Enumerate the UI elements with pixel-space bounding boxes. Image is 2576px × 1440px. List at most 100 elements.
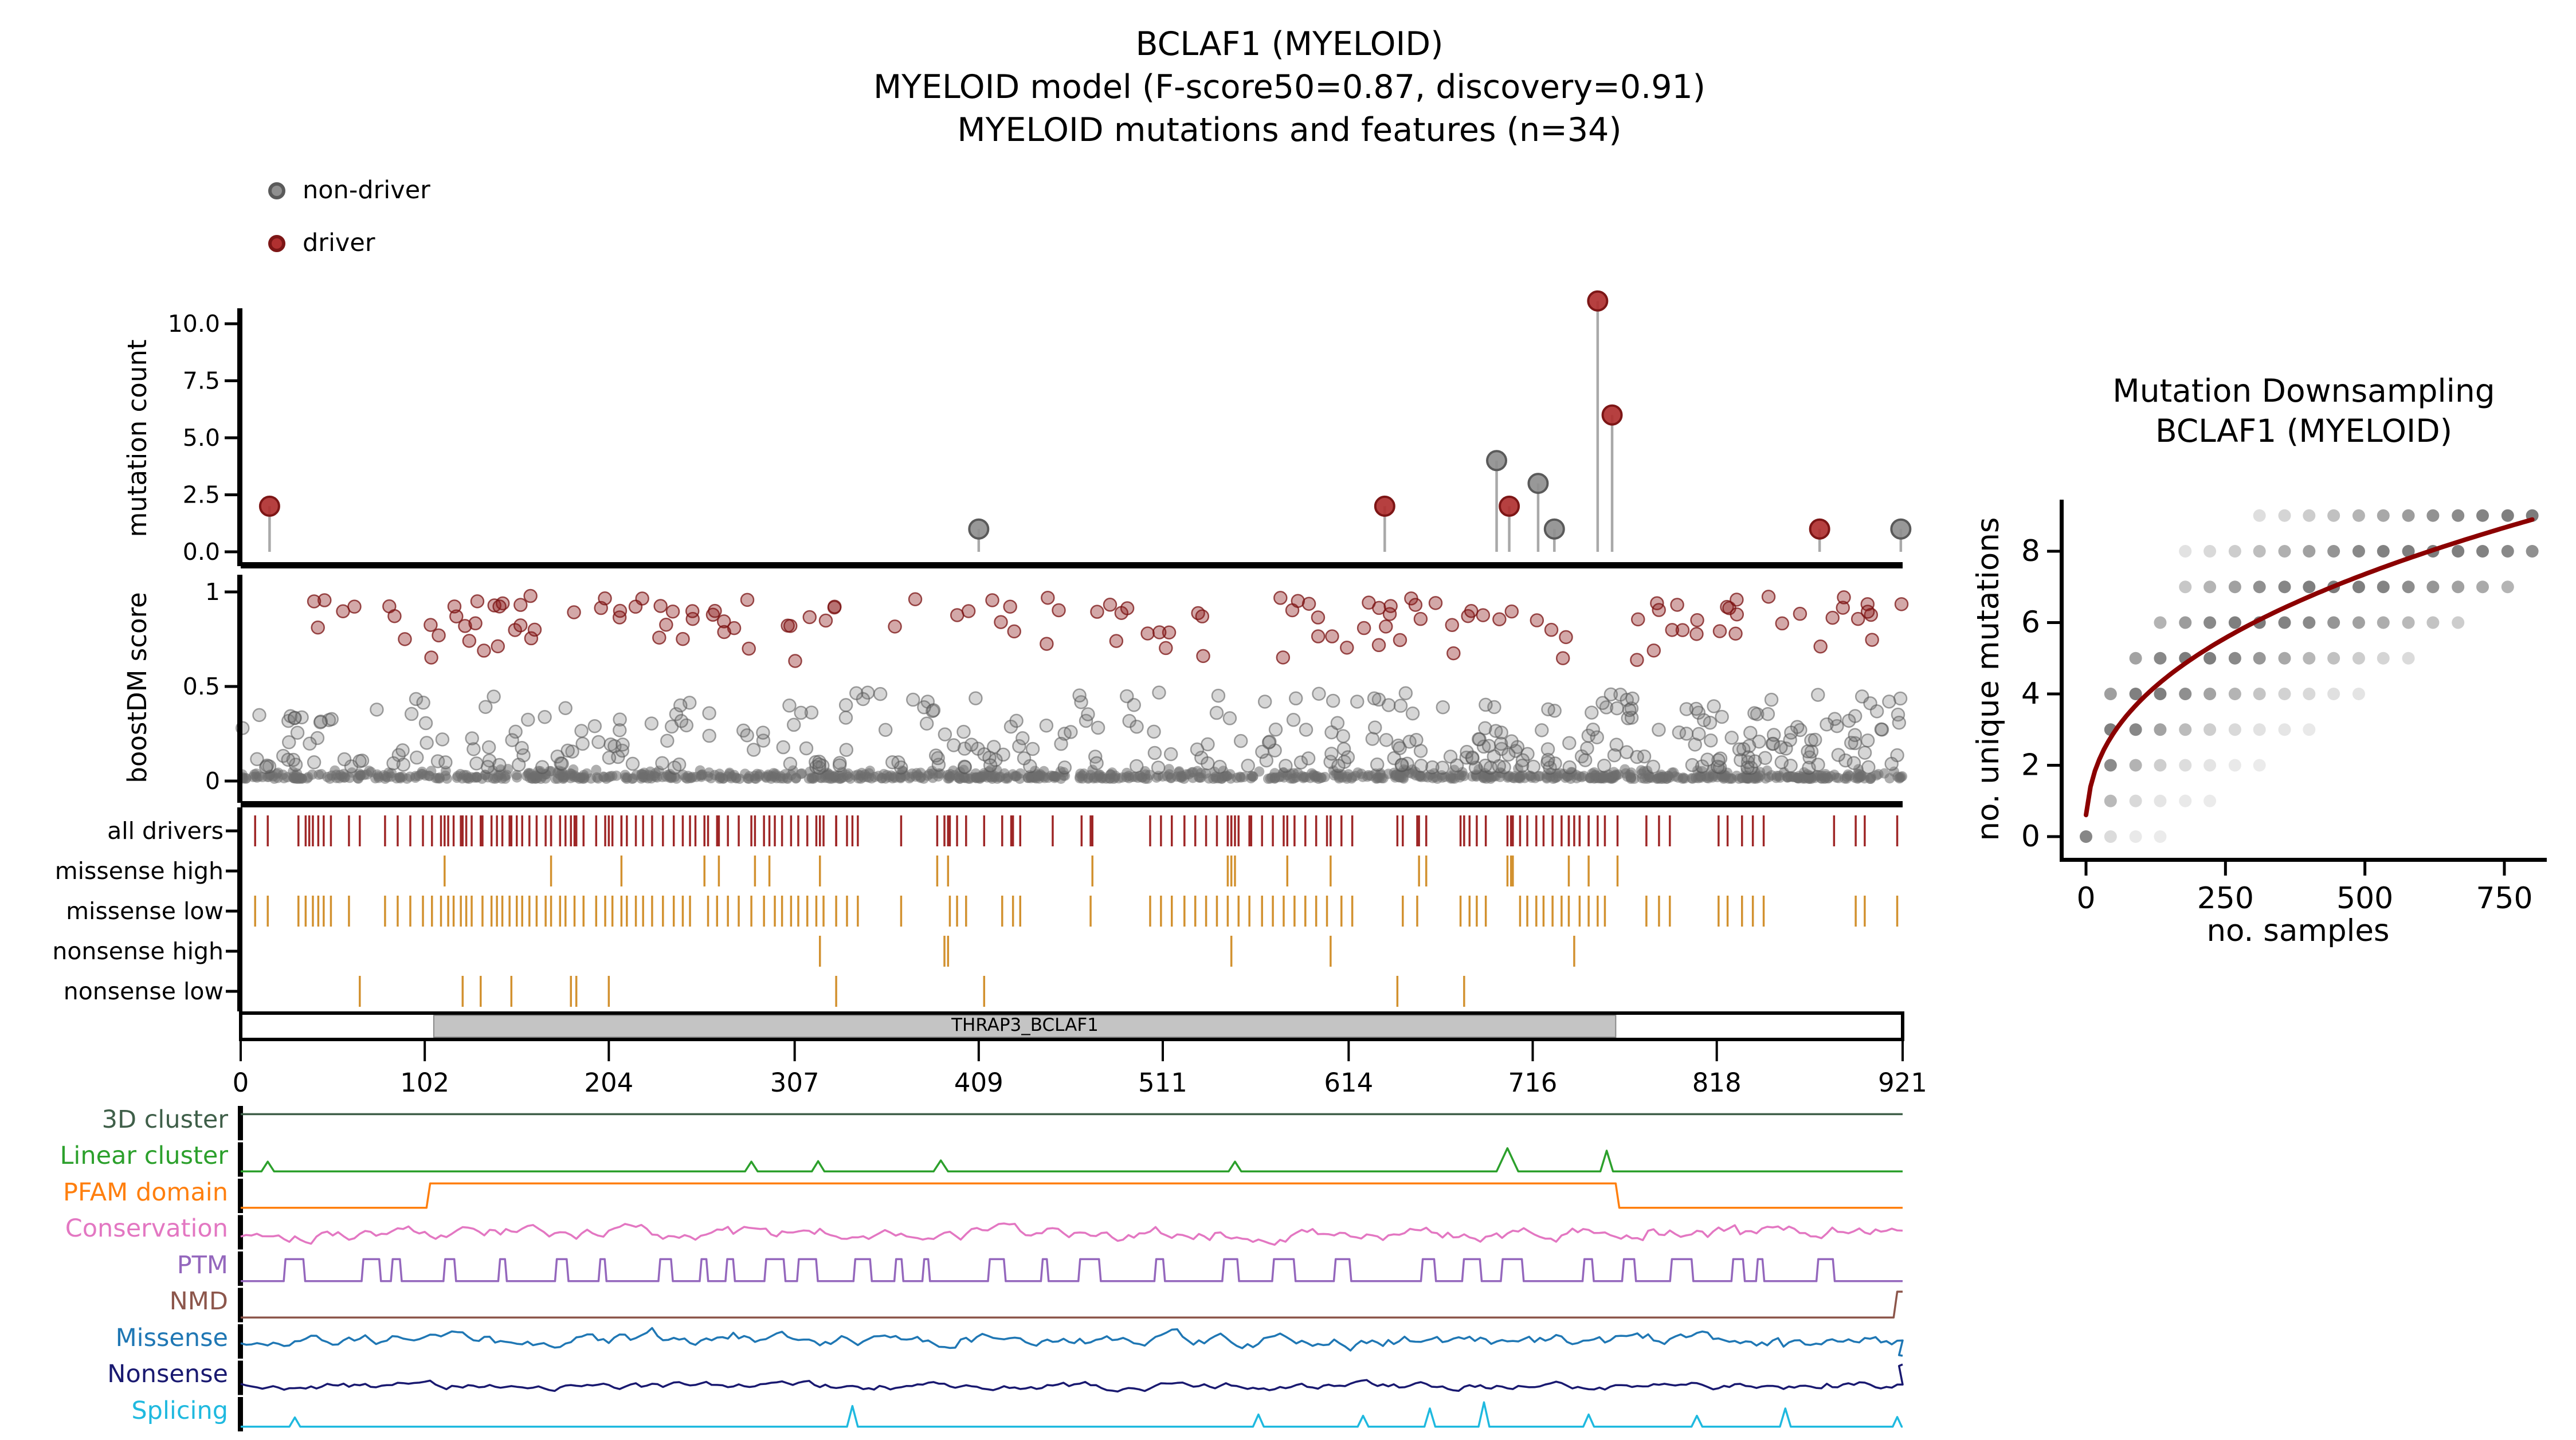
feature-label-splicing: Splicing — [131, 1396, 228, 1425]
score-point-driver — [1196, 649, 1210, 664]
score-point-nondriver — [1497, 760, 1511, 775]
score-point-nondriver — [1873, 768, 1884, 779]
needle-point-nondriver — [1890, 518, 1912, 540]
downsampling-point — [2203, 545, 2217, 558]
downsampling-point — [2377, 509, 2390, 522]
score-point-nondriver — [1241, 759, 1255, 773]
downsampling-point — [2228, 759, 2241, 772]
downsampling-point — [2253, 545, 2266, 558]
score-point-nondriver — [1257, 695, 1272, 709]
score-point-nondriver — [565, 768, 576, 779]
feature-line — [240, 1222, 1903, 1246]
score-point-nondriver — [1211, 773, 1222, 784]
score-point-nondriver — [521, 771, 532, 782]
downsampling-point — [2129, 688, 2142, 700]
score-point-driver — [1730, 593, 1744, 607]
feature-label-nmd: NMD — [169, 1287, 228, 1316]
score-point-nondriver — [258, 760, 273, 774]
score-point-nondriver — [1760, 773, 1771, 784]
feature-line — [240, 1327, 1904, 1357]
score-point-nondriver — [1222, 711, 1237, 725]
score-point-nondriver — [409, 692, 424, 707]
score-point-driver — [492, 599, 507, 614]
track-label-all-drivers: all drivers — [107, 817, 224, 845]
score-point-nondriver — [1838, 753, 1853, 768]
score-point-nondriver — [1152, 685, 1166, 700]
score-point-nondriver — [364, 766, 375, 776]
score-point-nondriver — [344, 772, 355, 783]
downsampling-point — [2228, 652, 2241, 665]
downsampling-point — [2203, 688, 2217, 700]
track-label-nonsense-low: nonsense low — [63, 978, 224, 1005]
downsampling-point — [2352, 545, 2365, 558]
legend-item-nondriver: non-driver — [268, 175, 430, 206]
score-point-driver — [1340, 640, 1354, 655]
score-point-nondriver — [799, 741, 814, 756]
score-point-nondriver — [1039, 718, 1054, 733]
score-point-nondriver — [1734, 753, 1748, 767]
driver-dot-icon — [268, 234, 285, 252]
downsampling-point — [2154, 688, 2167, 700]
score-point-driver — [458, 619, 472, 633]
feature-label-linear-cluster: Linear cluster — [60, 1141, 228, 1170]
score-point-nondriver — [1232, 772, 1242, 783]
consequence-tracks — [226, 807, 1899, 1011]
score-point-nondriver — [575, 736, 590, 751]
score-point-nondriver — [1831, 772, 1842, 783]
needle-ytick-label: 10.0 — [168, 310, 220, 338]
downsampling-point — [2228, 580, 2241, 594]
score-point-nondriver — [1393, 741, 1407, 755]
score-point-driver — [908, 592, 923, 607]
score-point-nondriver — [1774, 740, 1788, 755]
score-point-nondriver — [1562, 736, 1577, 750]
score-point-nondriver — [1209, 705, 1224, 720]
score-point-driver — [1041, 590, 1055, 605]
score-point-nondriver — [696, 771, 707, 782]
score-point-nondriver — [1679, 702, 1694, 716]
score-point-nondriver — [550, 749, 565, 764]
downsampling-point — [2203, 723, 2217, 736]
track-label-nonsense-high: nonsense high — [52, 937, 224, 965]
score-point-nondriver — [290, 725, 305, 740]
score-point-nondriver — [1860, 733, 1875, 748]
score-point-driver — [1860, 597, 1875, 611]
score-point-nondriver — [865, 766, 876, 776]
legend-item-driver: driver — [268, 228, 375, 259]
score-point-nondriver — [1811, 688, 1825, 702]
score-point-driver — [398, 632, 412, 646]
downsampling-ytick-label: 4 — [2021, 677, 2040, 711]
legend-label-nondriver: non-driver — [303, 176, 430, 205]
downsampling-point — [2352, 509, 2365, 522]
score-point-nondriver — [461, 770, 472, 780]
score-point-nondriver — [1381, 698, 1396, 712]
downsampling-point — [2179, 580, 2192, 594]
score-point-nondriver — [1515, 753, 1530, 767]
score-point-nondriver — [1372, 773, 1383, 784]
score-point-nondriver — [410, 750, 424, 765]
score-point-nondriver — [1255, 744, 1269, 759]
score-point-nondriver — [1586, 722, 1601, 737]
score-point-driver — [888, 619, 902, 634]
score-point-nondriver — [919, 716, 934, 731]
score-point-driver — [470, 594, 485, 609]
downsampling-point — [2426, 580, 2440, 594]
score-point-nondriver — [1578, 753, 1593, 767]
downsampling-point — [2203, 794, 2217, 807]
downsampling-x-spine — [2060, 858, 2547, 862]
downsampling-point — [2104, 830, 2117, 843]
score-point-nondriver — [1741, 750, 1755, 764]
score-point-nondriver — [1841, 773, 1852, 784]
downsampling-ytick-label: 6 — [2021, 606, 2040, 640]
score-point-nondriver — [873, 686, 888, 701]
score-point-nondriver — [922, 770, 933, 781]
score-point-driver — [685, 604, 700, 618]
downsampling-point — [2352, 688, 2365, 700]
x-axis-tick-label: 511 — [1138, 1068, 1187, 1098]
nondriver-dot-icon — [268, 182, 285, 199]
score-point-nondriver — [1015, 731, 1030, 745]
downsampling-point — [2129, 759, 2142, 772]
score-scatter: 00.51 — [183, 575, 1909, 807]
score-point-nondriver — [1622, 771, 1633, 782]
